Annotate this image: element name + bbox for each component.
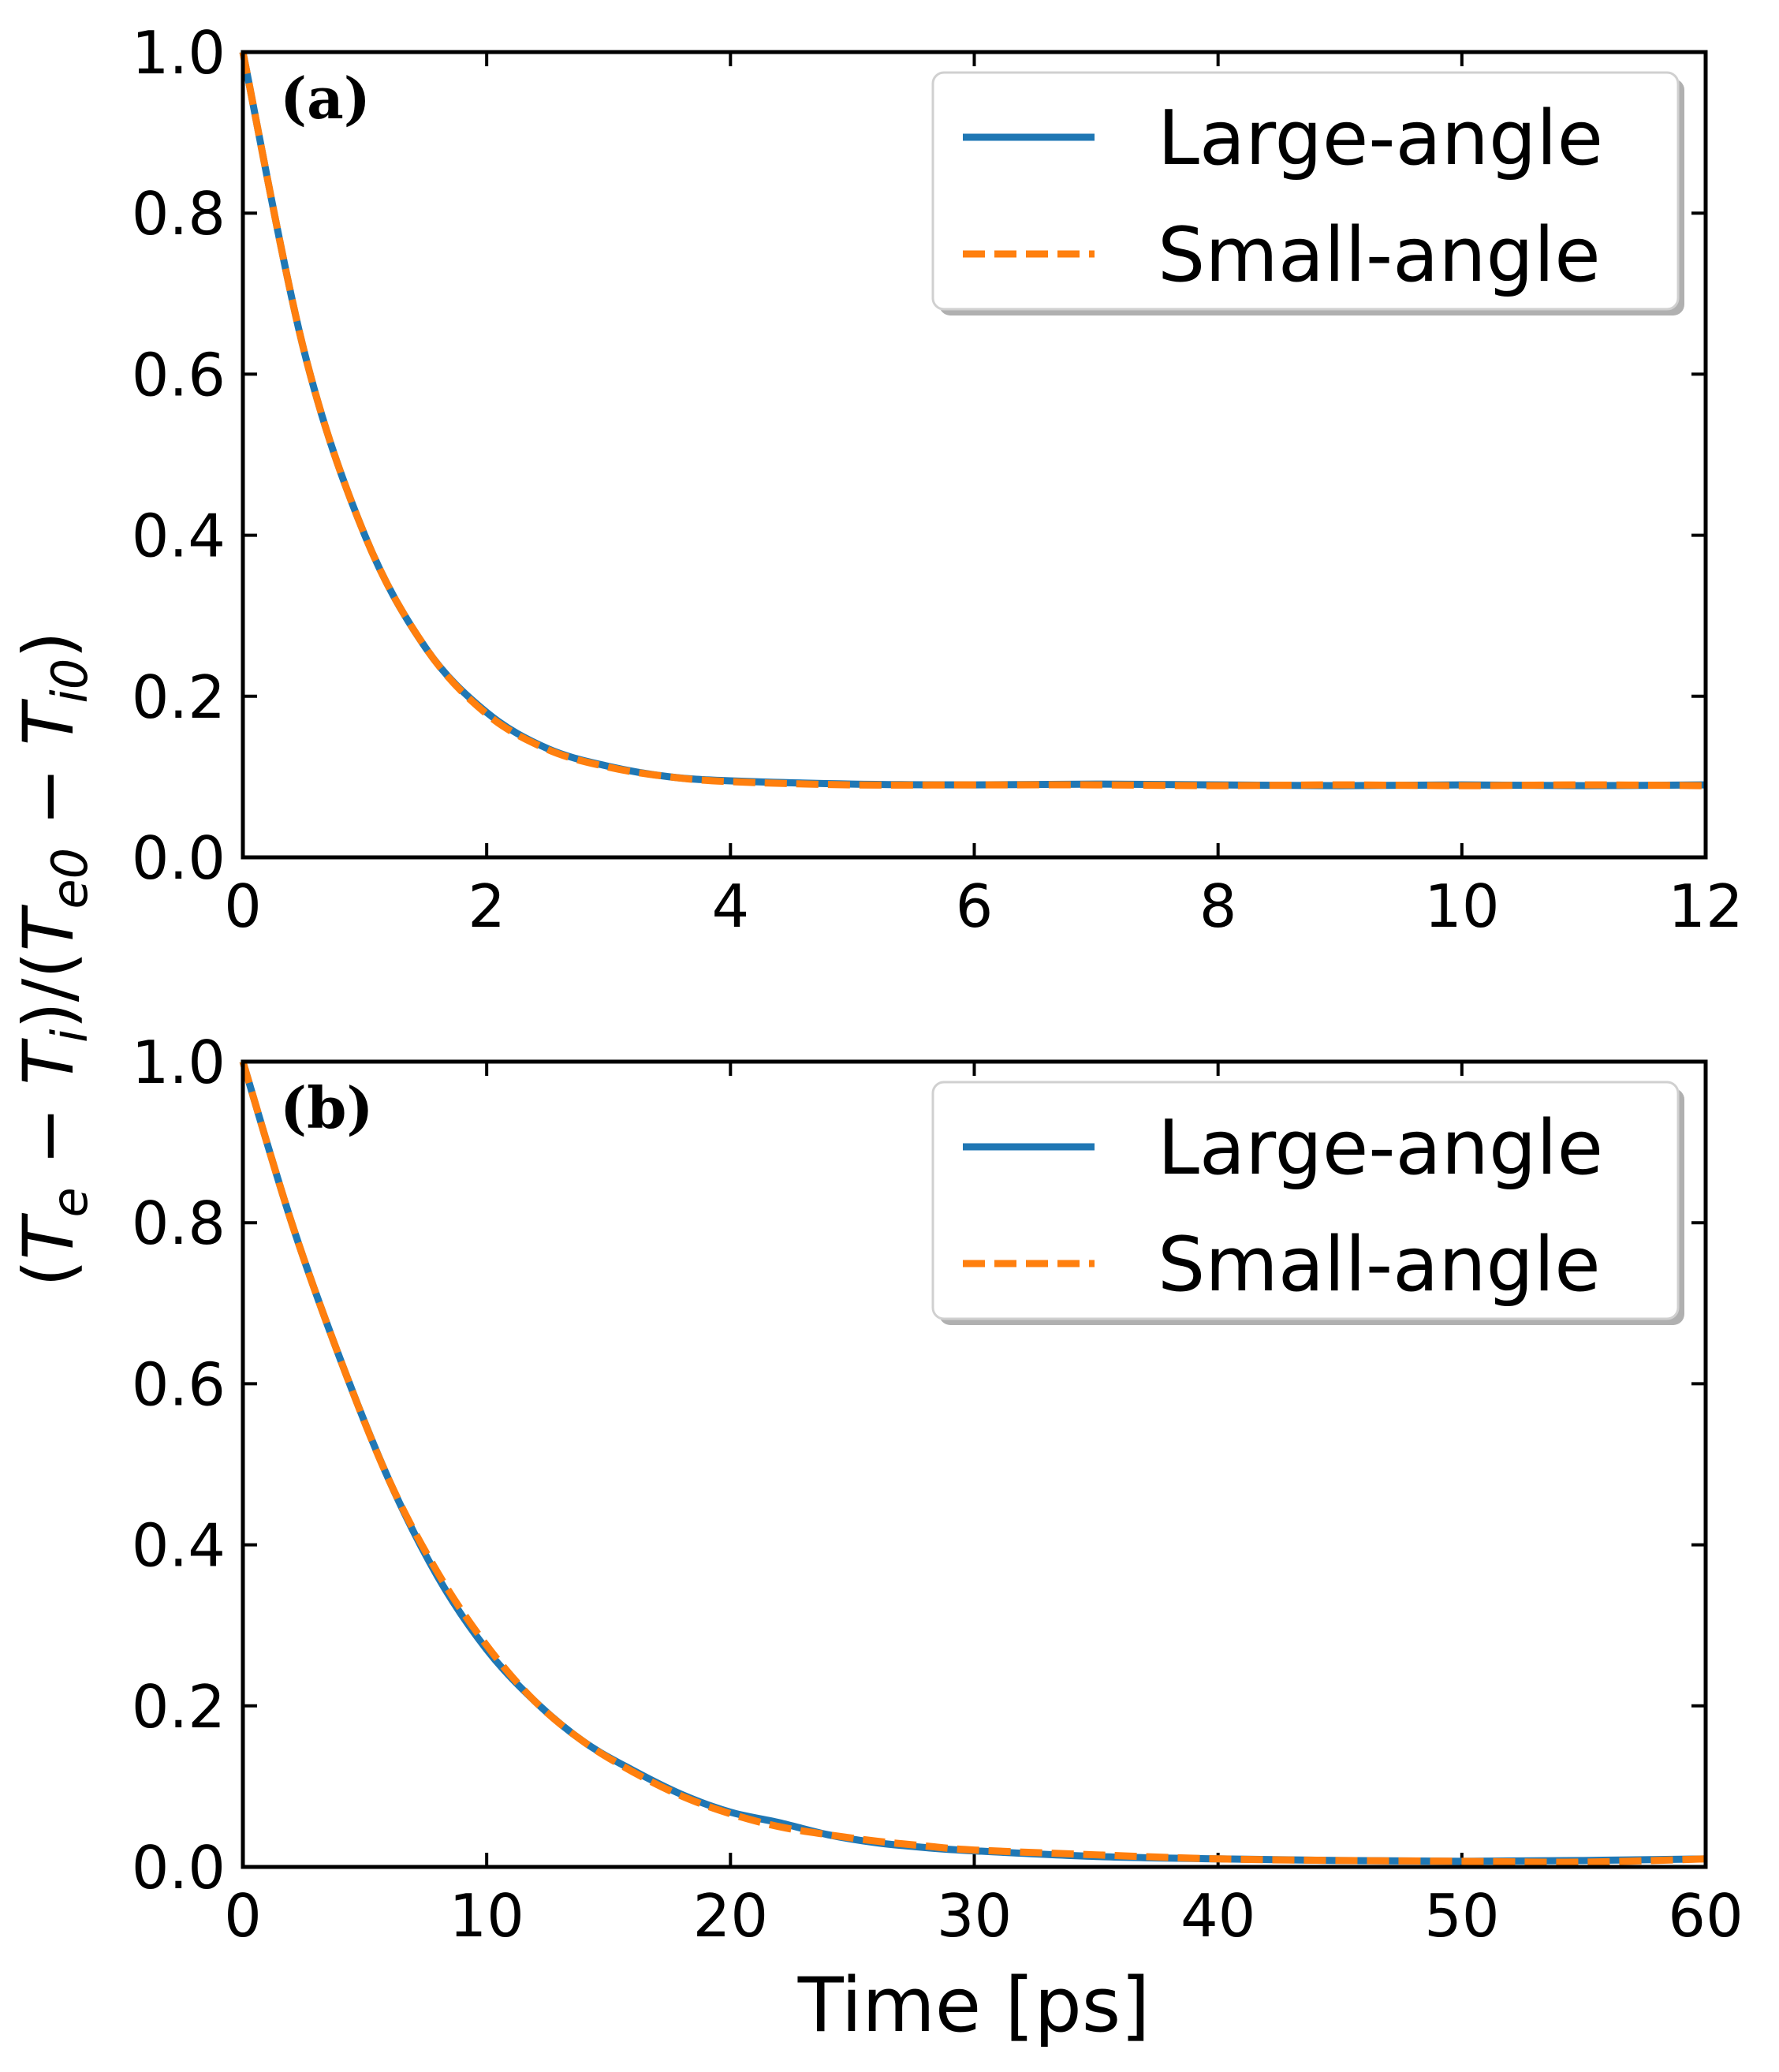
x-tick-label-a: 6 <box>956 872 994 941</box>
series-small-angle-a <box>239 51 1706 790</box>
x-tick-label-a: 0 <box>224 872 262 941</box>
y-tick-label-a: 0.6 <box>132 340 226 409</box>
x-tick-label-b: 50 <box>1424 1881 1499 1951</box>
y-tick-label-a: 0.2 <box>132 663 226 732</box>
plot-frame-a <box>241 50 1708 860</box>
y-axis-title: (Te − Ti)/(Te0 − Ti0) <box>8 631 99 1286</box>
y-tick-label-a: 1.0 <box>132 18 226 88</box>
plot-frame-b <box>241 1059 1708 1869</box>
y-tick-label-b: 0.8 <box>132 1189 226 1258</box>
x-tick-label-a: 12 <box>1668 872 1743 941</box>
x-tick-label-b: 30 <box>937 1881 1012 1951</box>
x-tick-label-b: 0 <box>224 1881 262 1951</box>
legend-label-large-angle-a: Large-angle <box>1158 95 1603 182</box>
x-tick-label-b: 40 <box>1180 1881 1255 1951</box>
x-tick-label-a: 8 <box>1199 872 1237 941</box>
y-tick-label-b: 0.4 <box>132 1511 226 1581</box>
y-tick-label-b: 0.6 <box>132 1350 226 1419</box>
x-tick-label-a: 4 <box>711 872 749 941</box>
y-tick-label-a: 0.8 <box>132 179 226 248</box>
y-tick-label-b: 1.0 <box>132 1028 226 1097</box>
x-tick-label-b: 20 <box>693 1881 768 1951</box>
legend-box-b <box>931 1081 1680 1320</box>
x-tick-label-a: 10 <box>1424 872 1499 941</box>
x-tick-label-b: 60 <box>1668 1881 1743 1951</box>
legend-box-a <box>931 71 1680 311</box>
y-tick-label-a: 0.0 <box>132 823 226 893</box>
x-tick-label-a: 2 <box>468 872 505 941</box>
legend-label-small-angle-a: Small-angle <box>1158 212 1601 299</box>
y-tick-label-b: 0.0 <box>132 1833 226 1902</box>
legend-b: Large-angle Small-angle <box>931 1081 1684 1325</box>
y-tick-label-b: 0.2 <box>132 1672 226 1742</box>
panel-a: 0 2 4 6 8 10 12 0.0 0.2 0.4 0.6 0.8 1.0 (a) Large-an… <box>132 18 1744 941</box>
panel-label-b: (b) <box>280 1074 373 1141</box>
x-tick-label-b: 10 <box>449 1881 524 1951</box>
panel-b: 0 10 20 30 40 50 60 0.0 0.2 0.4 0.6 0.8 1.0 (b) Larg… <box>132 1028 1744 1951</box>
legend-label-small-angle-b: Small-angle <box>1158 1222 1601 1309</box>
panel-label-a: (a) <box>280 65 371 132</box>
legend-a: Large-angle Small-angle <box>931 71 1684 315</box>
y-tick-label-a: 0.4 <box>132 502 226 571</box>
x-axis-title: Time [ps] <box>797 1962 1151 2049</box>
series-small-angle-b <box>239 1060 1706 1866</box>
legend-label-large-angle-b: Large-angle <box>1158 1105 1603 1192</box>
